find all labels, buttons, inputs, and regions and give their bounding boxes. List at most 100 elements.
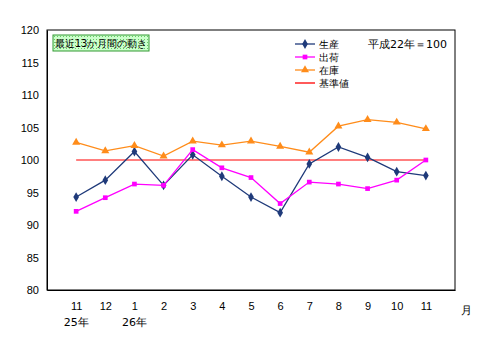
plot: 8085909510010511011512011121234567891011… <box>21 24 472 329</box>
series-group <box>72 115 430 218</box>
legend: 生産出荷在庫基準値 <box>295 39 349 89</box>
legend-swatch <box>295 82 315 83</box>
x-tick-label: 3 <box>190 300 196 312</box>
plot-frame <box>47 30 455 290</box>
legend-label: 生産 <box>319 39 339 50</box>
legend-label: 在庫 <box>319 65 339 76</box>
point <box>393 118 401 125</box>
x-tick: 12 <box>100 290 112 312</box>
x-tick-label: 4 <box>219 300 225 312</box>
point <box>73 192 79 202</box>
y-tick: 115 <box>21 57 47 69</box>
x-tick: 11 <box>421 290 432 312</box>
y-tick: 90 <box>27 219 47 231</box>
point <box>422 124 430 131</box>
point <box>189 137 197 144</box>
point <box>334 122 342 129</box>
point <box>423 171 429 181</box>
series-line <box>76 147 426 213</box>
point <box>364 115 372 122</box>
x-tick: 3 <box>190 290 196 312</box>
point <box>161 183 166 188</box>
point <box>277 208 283 218</box>
x-tick-label: 7 <box>307 300 313 312</box>
point <box>278 201 283 206</box>
y-axis: 80 85 90 95 100 105 110 115 120 <box>21 24 48 296</box>
title: 最近13か月間の動き <box>55 38 148 49</box>
y-tick: 85 <box>27 252 47 264</box>
series-line <box>76 150 426 212</box>
x-tick-label: 10 <box>391 300 403 312</box>
legend-label: 基準値 <box>319 78 349 89</box>
point <box>365 186 370 191</box>
y-tick-label: 100 <box>21 154 39 166</box>
x-tick-label: 9 <box>365 300 371 312</box>
x-tick: 9 <box>365 290 371 312</box>
legend-label: 出荷 <box>319 52 339 63</box>
x-tick: 8 <box>336 290 342 312</box>
y-tick: 80 <box>27 284 47 296</box>
y-tick: 120 <box>21 24 47 36</box>
point <box>307 180 312 185</box>
y-tick: 105 <box>21 122 47 134</box>
y-tick-label: 90 <box>27 219 39 231</box>
x-tick: 7 <box>307 290 313 312</box>
point <box>101 146 109 153</box>
x-axis-line <box>48 290 456 291</box>
year-label: 26年 <box>122 316 147 329</box>
y-axis-line <box>47 31 48 291</box>
point <box>365 152 371 162</box>
point <box>336 142 342 152</box>
point <box>102 175 108 185</box>
point <box>336 182 341 187</box>
x-tick: 4 <box>219 290 225 312</box>
legend-marker <box>303 55 308 60</box>
point <box>247 137 255 144</box>
point <box>218 140 226 147</box>
legend-marker <box>301 65 309 72</box>
x-tick: 6 <box>278 290 284 312</box>
x-tick: 1 <box>132 290 138 312</box>
x-tick-label: 8 <box>336 300 342 312</box>
point <box>424 158 429 163</box>
x-tick-label: 12 <box>100 300 112 312</box>
y-tick-label: 115 <box>21 57 39 69</box>
x-tick: 5 <box>248 290 254 312</box>
x-tick-label: 11 <box>421 300 432 312</box>
point <box>130 141 138 148</box>
x-tick-label: 5 <box>248 300 254 312</box>
point <box>74 209 79 214</box>
y-tick: 100 <box>21 154 47 166</box>
point <box>132 182 137 187</box>
series-line <box>76 120 426 156</box>
x-tick-label: 11 <box>71 300 82 312</box>
point <box>220 165 225 170</box>
point <box>305 148 313 155</box>
x-tick: 10 <box>391 290 403 312</box>
point <box>190 147 195 152</box>
x-tick-label: 6 <box>278 300 284 312</box>
y-tick-label: 110 <box>21 89 39 101</box>
x-axis-title: 月 <box>461 304 472 317</box>
x-tick-label: 2 <box>161 300 167 312</box>
point <box>72 138 80 145</box>
title-box: 最近13か月間の動き <box>53 35 149 51</box>
y-tick-label: 95 <box>27 187 39 199</box>
point <box>394 167 400 177</box>
x-tick-label: 1 <box>132 300 138 312</box>
y-tick: 110 <box>21 89 47 101</box>
point <box>306 159 312 169</box>
point <box>132 147 138 157</box>
x-tick: 2 <box>161 290 167 312</box>
y-tick-label: 85 <box>27 252 39 264</box>
point <box>394 178 399 183</box>
y-tick-label: 120 <box>21 24 39 36</box>
y-tick: 95 <box>27 187 47 199</box>
point <box>160 151 168 158</box>
point <box>103 195 108 200</box>
legend-marker <box>302 39 308 49</box>
x-tick: 11 <box>71 290 82 312</box>
point <box>248 192 254 202</box>
point <box>249 175 254 180</box>
point <box>276 142 284 149</box>
